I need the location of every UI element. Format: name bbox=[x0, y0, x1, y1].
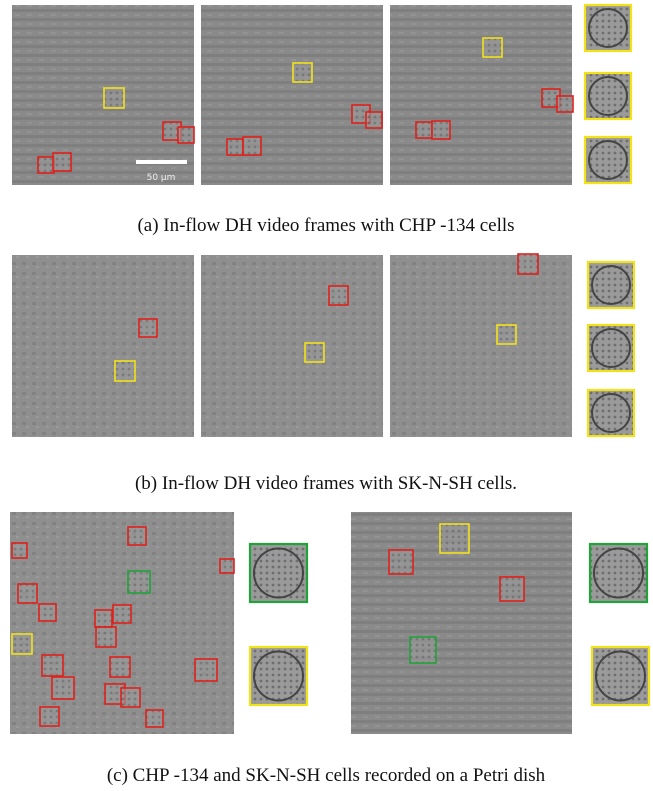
cell-fill bbox=[128, 527, 146, 545]
cell-fill bbox=[12, 543, 27, 558]
micrograph bbox=[201, 255, 383, 437]
cell-fill bbox=[389, 550, 413, 574]
scale-bar-label: 50 µm bbox=[147, 173, 176, 183]
cell-fill bbox=[500, 577, 524, 601]
cell-fill bbox=[293, 63, 312, 82]
cell-crop bbox=[585, 137, 631, 183]
cell-fill bbox=[366, 112, 382, 128]
caption: (a) In-flow DH video frames with CHP -13… bbox=[137, 215, 514, 236]
cell-fill bbox=[38, 157, 54, 173]
cell-fill bbox=[432, 121, 450, 139]
cell-fill bbox=[115, 361, 135, 381]
cell-fill bbox=[12, 634, 32, 654]
cell-fill bbox=[113, 605, 131, 623]
cell-fill bbox=[416, 122, 432, 138]
cell-fill bbox=[518, 254, 538, 274]
cell-fill bbox=[497, 325, 516, 344]
cell-fill bbox=[178, 127, 194, 143]
cell-crop bbox=[592, 647, 649, 705]
scale-bar bbox=[136, 160, 187, 164]
caption: (b) In-flow DH video frames with SK-N-SH… bbox=[135, 473, 517, 494]
cell-fill bbox=[128, 571, 150, 593]
caption: (c) CHP -134 and SK-N-SH cells recorded … bbox=[107, 765, 546, 786]
cell-crop bbox=[588, 262, 634, 308]
figure: (a) In-flow DH video frames with CHP -13… bbox=[0, 0, 653, 791]
cell-fill bbox=[440, 524, 469, 553]
cell-crop bbox=[250, 647, 307, 705]
cell-fill bbox=[557, 96, 573, 112]
cell-fill bbox=[195, 659, 217, 681]
cell-crop bbox=[585, 73, 631, 119]
cell-fill bbox=[52, 677, 74, 699]
cell-fill bbox=[121, 688, 140, 707]
cell-fill bbox=[39, 604, 56, 621]
cell-fill bbox=[483, 38, 502, 57]
cell-fill bbox=[18, 584, 37, 603]
micrograph bbox=[201, 5, 383, 185]
cell-crop bbox=[250, 544, 307, 602]
cell-crop bbox=[585, 5, 631, 51]
cell-crop bbox=[590, 544, 647, 602]
cell-crop bbox=[588, 325, 634, 371]
cell-fill bbox=[305, 343, 324, 362]
cell-fill bbox=[42, 655, 63, 676]
cell-fill bbox=[220, 559, 234, 573]
micrograph bbox=[390, 255, 572, 437]
cell-fill bbox=[410, 637, 436, 663]
micrograph bbox=[12, 255, 194, 437]
cell-fill bbox=[227, 139, 243, 155]
cell-fill bbox=[95, 610, 112, 627]
cell-fill bbox=[243, 137, 261, 155]
cell-fill bbox=[96, 627, 116, 647]
cell-fill bbox=[104, 88, 124, 108]
cell-fill bbox=[146, 710, 163, 727]
cell-crop bbox=[588, 390, 634, 436]
cell-fill bbox=[53, 153, 71, 171]
cell-fill bbox=[329, 286, 348, 305]
cell-fill bbox=[110, 657, 130, 677]
cell-fill bbox=[139, 319, 157, 337]
cell-fill bbox=[40, 707, 59, 726]
